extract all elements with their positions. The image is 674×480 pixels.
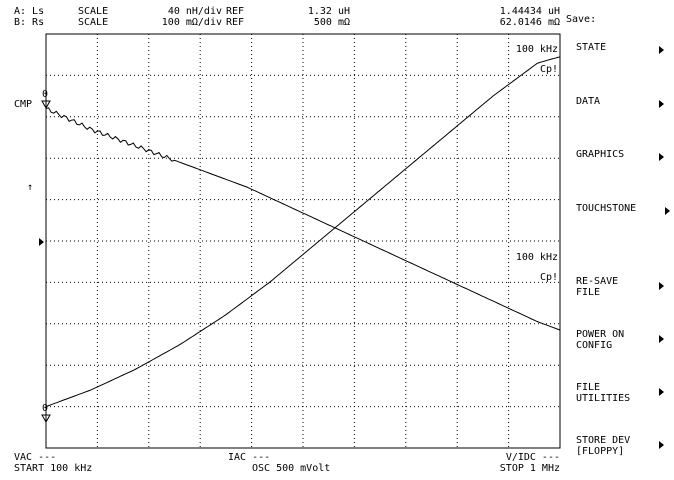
arrow-right-icon — [659, 100, 664, 108]
stop-frequency: STOP 1 MHz — [499, 463, 560, 474]
start-frequency: START 100 kHz — [14, 463, 93, 474]
softkey-label: STATE — [576, 42, 607, 53]
trace-rs-line — [45, 107, 561, 331]
ref-triangle-bottom — [41, 414, 51, 424]
softkey-data[interactable]: DATA — [572, 96, 672, 136]
ref-marker-bottom-label: 0 — [42, 403, 49, 414]
softkey-power-on-config[interactable]: POWER ON CONFIG — [572, 329, 672, 369]
softkey-touchstone[interactable]: TOUCHSTONE — [572, 203, 672, 243]
softkey-label: GRAPHICS — [576, 149, 625, 160]
ref-marker-top-label: 0 — [42, 89, 49, 100]
softkey-re-save-file[interactable]: RE-SAVE FILE — [572, 276, 672, 316]
softkey-label: STORE DEV [FLOPPY] — [576, 435, 631, 457]
trace-a-channel: A: Ls — [14, 6, 45, 17]
softkey-label: TOUCHSTONE — [576, 203, 637, 214]
arrow-right-icon — [659, 335, 664, 343]
trace-pointer-icon — [39, 238, 44, 246]
trace-a-ref-label: REF — [226, 6, 245, 17]
iac-label: IAC --- — [228, 452, 271, 463]
softkey-file-utilities[interactable]: FILE UTILITIES — [572, 382, 672, 422]
softkey-label: RE-SAVE FILE — [576, 276, 619, 298]
trace-b-channel: B: Rs — [14, 17, 45, 28]
marker-param-a: Cp! — [539, 64, 558, 75]
trace-ls-line — [45, 56, 561, 408]
trace-a-ref-value: 1.32 uH — [307, 6, 350, 17]
trace-a-marker-value: 1.44434 uH — [499, 6, 560, 17]
trace-b-marker-value: 62.0146 mΩ — [499, 17, 560, 28]
softkey-state[interactable]: STATE — [572, 42, 672, 82]
up-arrow-icon: ↑ — [27, 182, 34, 193]
trace-b-mode: SCALE — [78, 17, 109, 28]
marker-freq-a: 100 kHz — [515, 44, 558, 55]
vac-label: VAC --- — [14, 452, 57, 463]
arrow-right-icon — [659, 153, 664, 161]
arrow-right-icon — [659, 441, 664, 449]
softkey-graphics[interactable]: GRAPHICS — [572, 149, 672, 189]
trace-b-ref-value: 500 mΩ — [313, 17, 350, 28]
ref-triangle-top — [41, 100, 51, 110]
arrow-right-icon — [659, 388, 664, 396]
plot-grid — [46, 34, 560, 448]
menu-title: Save: — [566, 14, 597, 25]
plot-traces — [45, 56, 561, 408]
marker-freq-b: 100 kHz — [515, 252, 558, 263]
arrow-right-icon — [659, 282, 664, 290]
osc-level: OSC 500 mVolt — [252, 463, 331, 474]
trace-a-mode: SCALE — [78, 6, 109, 17]
trace-b-ref-label: REF — [226, 17, 245, 28]
arrow-right-icon — [665, 207, 670, 215]
softkey-label: POWER ON CONFIG — [576, 329, 625, 351]
softkey-store-dev[interactable]: STORE DEV [FLOPPY] — [572, 435, 672, 475]
trace-b-scale: 100 mΩ/div — [161, 17, 222, 28]
arrow-right-icon — [659, 46, 664, 54]
vidc-label: V/IDC --- — [505, 452, 560, 463]
cmp-label: CMP — [14, 99, 33, 110]
softkey-label: FILE UTILITIES — [576, 382, 631, 404]
softkey-label: DATA — [576, 96, 601, 107]
trace-a-scale: 40 nH/div — [167, 6, 222, 17]
marker-param-b: Cp! — [539, 272, 558, 283]
